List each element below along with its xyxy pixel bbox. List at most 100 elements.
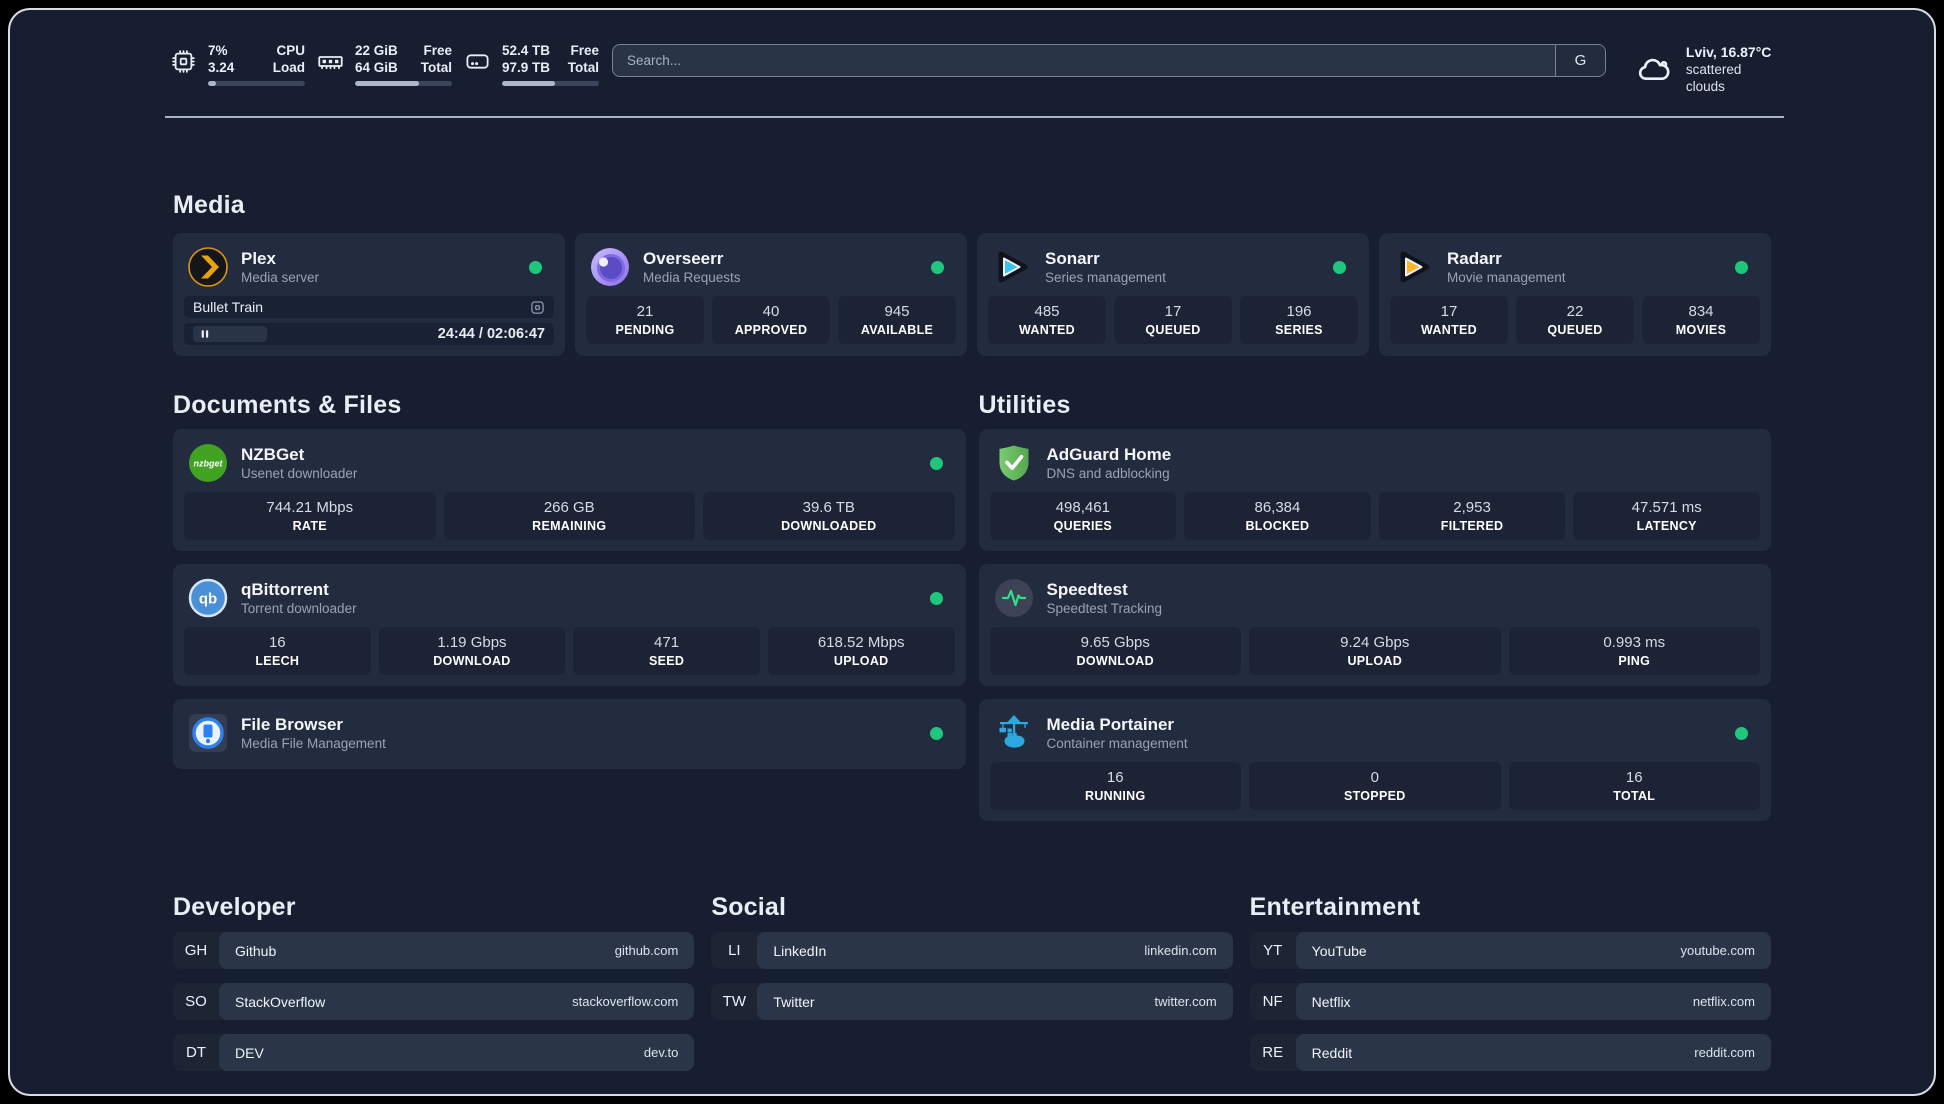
status-dot — [929, 726, 943, 740]
stat-value: 498,461 — [1055, 499, 1110, 516]
stat-running: 16 RUNNING — [989, 762, 1241, 810]
stat-value: 16 — [1625, 769, 1643, 786]
bookmark-url: twitter.com — [1154, 994, 1217, 1009]
stat-value: 2,953 — [1453, 499, 1491, 516]
portainer-link[interactable]: Media Portainer Container management — [990, 708, 1761, 762]
service-card-sonarr: Sonarr Series management 485 WANTED 17 QUE… — [977, 233, 1369, 356]
storage-progress-bar — [502, 81, 556, 86]
stat-approved: 40 APPROVED — [712, 296, 830, 344]
cpu-progress-bar — [208, 81, 216, 86]
stat-label: DOWNLOAD — [433, 654, 511, 668]
stat-label: QUEUED — [1145, 323, 1201, 337]
bookmark-name: DEV — [235, 1044, 264, 1061]
cpu-usage-value: 7% — [208, 43, 228, 58]
pause-icon — [201, 330, 209, 338]
stat-label: WANTED — [1421, 323, 1477, 337]
bookmark-group-social: Social LI LinkedIn linkedin.com TW Twitte… — [711, 892, 1233, 1085]
memory-total-label: Total — [420, 60, 452, 75]
bookmark-row-youtube[interactable]: YT YouTube youtube.com — [1249, 932, 1771, 969]
adguard-title: AdGuard Home — [1046, 444, 1172, 464]
memory-progress-track — [355, 81, 452, 86]
search-provider-button[interactable]: G — [1554, 45, 1605, 76]
stat-value: 266 GB — [543, 499, 595, 516]
adguard-stats: 498,461 QUERIES 86,384 BLOCKED 2,953 FILTER… — [989, 492, 1760, 540]
stat-value: 9.24 Gbps — [1340, 634, 1410, 651]
stat-queries: 498,461 QUERIES — [989, 492, 1177, 540]
stat-label: UPLOAD — [833, 654, 889, 668]
status-dot — [931, 260, 944, 274]
radarr-link[interactable]: Radarr Movie management — [1390, 242, 1760, 296]
stat-label: LEECH — [255, 654, 300, 668]
stat-series: 196 SERIES — [1240, 296, 1358, 344]
search-input[interactable] — [613, 45, 1555, 76]
adguard-icon — [999, 445, 1028, 481]
stat-download: 9.65 Gbps DOWNLOAD — [989, 627, 1241, 675]
bookmark-name: Netflix — [1311, 993, 1351, 1010]
stat-value: 744.21 Mbps — [266, 499, 354, 516]
plex-link[interactable]: Plex Media server — [184, 242, 554, 296]
sonarr-link[interactable]: Sonarr Series management — [988, 242, 1358, 296]
radarr-icon — [1400, 251, 1430, 283]
portainer-subtitle: Container management — [1046, 735, 1188, 751]
stat-queued: 22 QUEUED — [1516, 296, 1634, 344]
sonarr-subtitle: Series management — [1045, 269, 1166, 285]
weather-widget: Lviv, 16.87°C scattered clouds — [1636, 43, 1784, 95]
memory-widget: 22 GiB Free 64 GiB Total — [317, 42, 452, 86]
qbittorrent-link[interactable]: qb qBittorrent Torrent downloader — [184, 573, 955, 627]
stat-label: SEED — [648, 654, 685, 668]
speedtest-link[interactable]: Speedtest Speedtest Tracking — [990, 573, 1761, 627]
stat-latency: 47.571 ms LATENCY — [1573, 492, 1760, 540]
bookmark-abbr: NF — [1262, 993, 1283, 1010]
stat-value: 47.571 ms — [1631, 499, 1702, 516]
bookmark-group-entertainment: Entertainment YT YouTube youtube.com NF N… — [1249, 892, 1771, 1085]
stat-value: 0 — [1370, 769, 1379, 786]
overseerr-link[interactable]: Overseerr Media Requests — [586, 242, 956, 296]
radarr-title: Radarr — [1447, 248, 1502, 268]
portainer-stats: 16 RUNNING 0 STOPPED 16 TOTAL — [989, 762, 1760, 810]
stat-value: 471 — [654, 634, 680, 651]
nzbget-link[interactable]: nzbget NZBGet Usenet downloader — [184, 438, 955, 492]
bookmark-row-stackoverflow[interactable]: SO StackOverflow stackoverflow.com — [173, 983, 695, 1020]
pause-button[interactable] — [193, 326, 267, 342]
stat-value: 945 — [884, 303, 910, 320]
bookmark-row-dev[interactable]: DT DEV dev.to — [173, 1034, 695, 1071]
stat-value: 618.52 Mbps — [817, 634, 905, 651]
bookmark-row-netflix[interactable]: NF Netflix netflix.com — [1249, 983, 1771, 1020]
bookmark-name: LinkedIn — [773, 942, 827, 959]
stat-upload: 618.52 Mbps UPLOAD — [767, 627, 955, 675]
documents-column: Documents & Files nzbget NZBGet Usenet d… — [173, 390, 966, 834]
service-card-qbittorrent: qb qBittorrent Torrent downloader 16 LEEC… — [173, 564, 966, 686]
filebrowser-link[interactable]: File Browser Media File Management — [184, 708, 955, 758]
status-dot — [929, 456, 943, 470]
stat-movies: 834 MOVIES — [1642, 296, 1760, 344]
stat-label: FILTERED — [1440, 519, 1504, 533]
stat-label: RUNNING — [1085, 789, 1146, 803]
cpu-label: CPU — [276, 43, 305, 58]
bookmark-name: YouTube — [1311, 942, 1367, 959]
playback-time: 24:44 / 02:06:47 — [437, 326, 545, 342]
stat-available: 945 AVAILABLE — [838, 296, 956, 344]
stat-label: RATE — [292, 519, 327, 533]
bookmarks-section: Developer GH Github github.com SO StackOv… — [173, 892, 1771, 1085]
stat-value: 9.65 Gbps — [1080, 634, 1150, 651]
bookmark-url: reddit.com — [1694, 1045, 1755, 1060]
bookmark-group-developer: Developer GH Github github.com SO StackOv… — [173, 892, 695, 1085]
bookmark-row-linkedin[interactable]: LI LinkedIn linkedin.com — [711, 932, 1233, 969]
bookmark-row-reddit[interactable]: RE Reddit reddit.com — [1249, 1034, 1771, 1071]
bookmark-row-github[interactable]: GH Github github.com — [173, 932, 695, 969]
stat-value: 17 — [1440, 303, 1458, 320]
bookmark-name: Reddit — [1311, 1044, 1353, 1061]
search-bar: G — [612, 44, 1606, 77]
filebrowser-subtitle: Media File Management — [241, 735, 386, 751]
cpu-icon — [172, 50, 195, 73]
overseerr-subtitle: Media Requests — [643, 269, 741, 285]
stat-value: 40 — [762, 303, 780, 320]
stat-stopped: 0 STOPPED — [1249, 762, 1501, 810]
stat-value: 16 — [268, 634, 286, 651]
plex-icon — [188, 247, 228, 287]
bookmark-abbr: SO — [185, 993, 207, 1010]
stat-label: QUERIES — [1053, 519, 1112, 533]
adguard-link[interactable]: AdGuard Home DNS and adblocking — [990, 438, 1761, 492]
now-playing-row: Bullet Train — [184, 296, 554, 318]
bookmark-row-twitter[interactable]: TW Twitter twitter.com — [711, 983, 1233, 1020]
